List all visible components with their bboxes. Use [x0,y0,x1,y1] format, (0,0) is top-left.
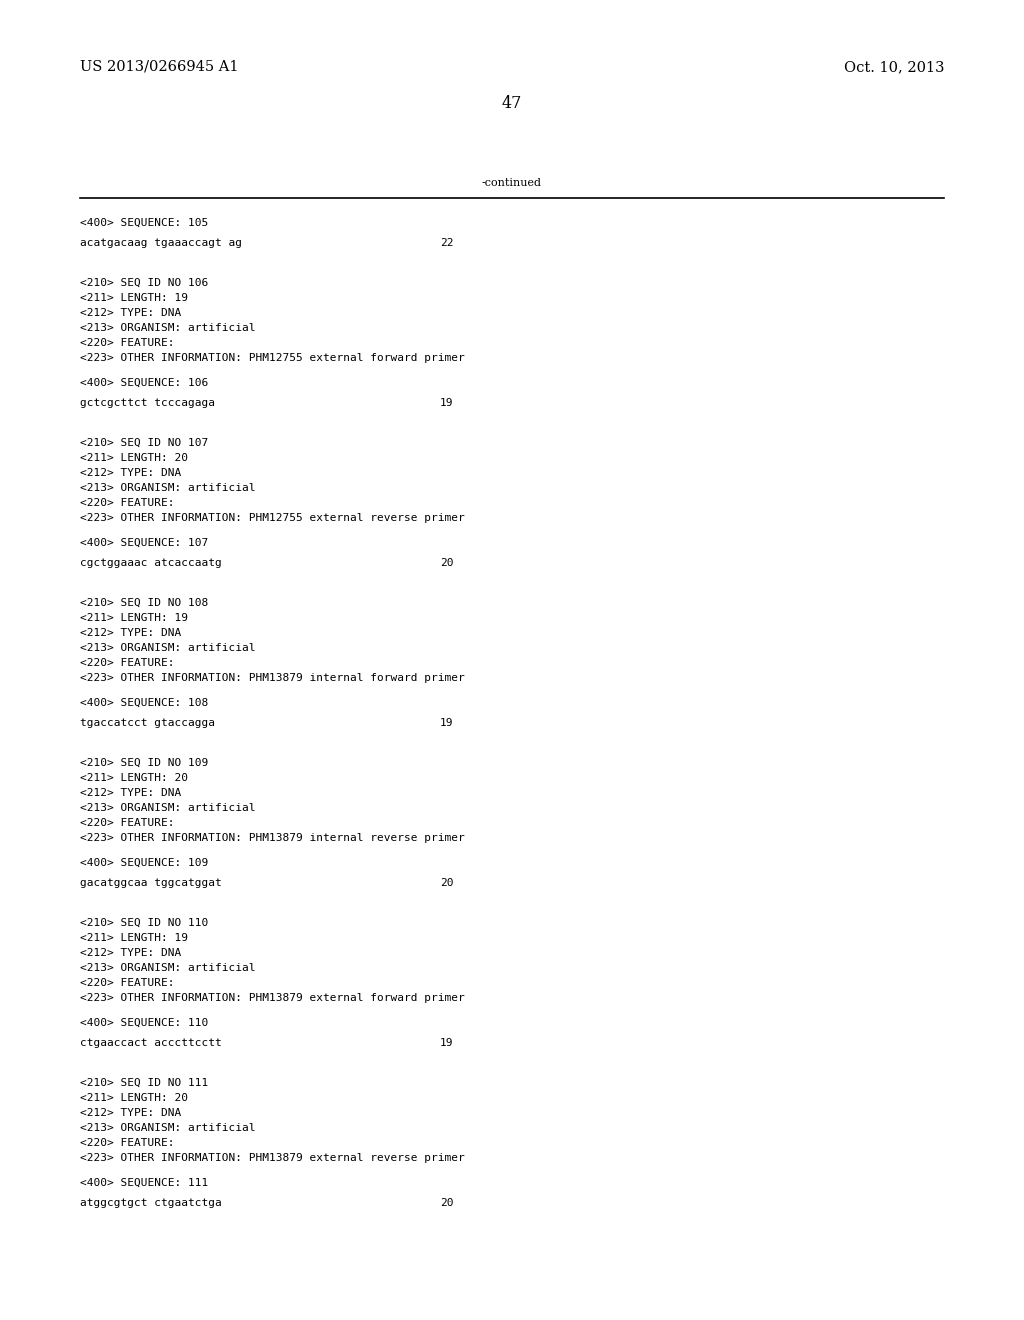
Text: <223> OTHER INFORMATION: PHM12755 external reverse primer: <223> OTHER INFORMATION: PHM12755 extern… [80,513,465,523]
Text: ctgaaccact acccttcctt: ctgaaccact acccttcctt [80,1038,222,1048]
Text: 19: 19 [440,1038,454,1048]
Text: gctcgcttct tcccagaga: gctcgcttct tcccagaga [80,399,215,408]
Text: <220> FEATURE:: <220> FEATURE: [80,818,174,828]
Text: <220> FEATURE:: <220> FEATURE: [80,338,174,348]
Text: <400> SEQUENCE: 105: <400> SEQUENCE: 105 [80,218,208,228]
Text: 47: 47 [502,95,522,112]
Text: atggcgtgct ctgaatctga: atggcgtgct ctgaatctga [80,1199,222,1208]
Text: 22: 22 [440,238,454,248]
Text: <400> SEQUENCE: 110: <400> SEQUENCE: 110 [80,1018,208,1028]
Text: <213> ORGANISM: artificial: <213> ORGANISM: artificial [80,643,256,653]
Text: tgaccatcct gtaccagga: tgaccatcct gtaccagga [80,718,215,729]
Text: <212> TYPE: DNA: <212> TYPE: DNA [80,1107,181,1118]
Text: <210> SEQ ID NO 110: <210> SEQ ID NO 110 [80,917,208,928]
Text: <210> SEQ ID NO 109: <210> SEQ ID NO 109 [80,758,208,768]
Text: <400> SEQUENCE: 109: <400> SEQUENCE: 109 [80,858,208,869]
Text: <210> SEQ ID NO 107: <210> SEQ ID NO 107 [80,438,208,447]
Text: <212> TYPE: DNA: <212> TYPE: DNA [80,469,181,478]
Text: 20: 20 [440,878,454,888]
Text: <211> LENGTH: 19: <211> LENGTH: 19 [80,933,188,942]
Text: <212> TYPE: DNA: <212> TYPE: DNA [80,948,181,958]
Text: <211> LENGTH: 19: <211> LENGTH: 19 [80,293,188,304]
Text: <400> SEQUENCE: 106: <400> SEQUENCE: 106 [80,378,208,388]
Text: <210> SEQ ID NO 108: <210> SEQ ID NO 108 [80,598,208,609]
Text: 20: 20 [440,558,454,568]
Text: <213> ORGANISM: artificial: <213> ORGANISM: artificial [80,1123,256,1133]
Text: <213> ORGANISM: artificial: <213> ORGANISM: artificial [80,803,256,813]
Text: <212> TYPE: DNA: <212> TYPE: DNA [80,628,181,638]
Text: <211> LENGTH: 20: <211> LENGTH: 20 [80,1093,188,1104]
Text: <210> SEQ ID NO 106: <210> SEQ ID NO 106 [80,279,208,288]
Text: <223> OTHER INFORMATION: PHM13879 internal forward primer: <223> OTHER INFORMATION: PHM13879 intern… [80,673,465,682]
Text: <211> LENGTH: 20: <211> LENGTH: 20 [80,774,188,783]
Text: -continued: -continued [482,178,542,187]
Text: <220> FEATURE:: <220> FEATURE: [80,978,174,987]
Text: <223> OTHER INFORMATION: PHM13879 internal reverse primer: <223> OTHER INFORMATION: PHM13879 intern… [80,833,465,843]
Text: <213> ORGANISM: artificial: <213> ORGANISM: artificial [80,483,256,492]
Text: <212> TYPE: DNA: <212> TYPE: DNA [80,308,181,318]
Text: <213> ORGANISM: artificial: <213> ORGANISM: artificial [80,323,256,333]
Text: US 2013/0266945 A1: US 2013/0266945 A1 [80,59,239,74]
Text: <400> SEQUENCE: 111: <400> SEQUENCE: 111 [80,1177,208,1188]
Text: <223> OTHER INFORMATION: PHM12755 external forward primer: <223> OTHER INFORMATION: PHM12755 extern… [80,352,465,363]
Text: <223> OTHER INFORMATION: PHM13879 external forward primer: <223> OTHER INFORMATION: PHM13879 extern… [80,993,465,1003]
Text: Oct. 10, 2013: Oct. 10, 2013 [844,59,944,74]
Text: <400> SEQUENCE: 108: <400> SEQUENCE: 108 [80,698,208,708]
Text: 19: 19 [440,718,454,729]
Text: <220> FEATURE:: <220> FEATURE: [80,1138,174,1148]
Text: cgctggaaac atcaccaatg: cgctggaaac atcaccaatg [80,558,222,568]
Text: <220> FEATURE:: <220> FEATURE: [80,657,174,668]
Text: <211> LENGTH: 20: <211> LENGTH: 20 [80,453,188,463]
Text: <213> ORGANISM: artificial: <213> ORGANISM: artificial [80,964,256,973]
Text: <211> LENGTH: 19: <211> LENGTH: 19 [80,612,188,623]
Text: gacatggcaa tggcatggat: gacatggcaa tggcatggat [80,878,222,888]
Text: 20: 20 [440,1199,454,1208]
Text: <212> TYPE: DNA: <212> TYPE: DNA [80,788,181,799]
Text: <220> FEATURE:: <220> FEATURE: [80,498,174,508]
Text: 19: 19 [440,399,454,408]
Text: <210> SEQ ID NO 111: <210> SEQ ID NO 111 [80,1078,208,1088]
Text: acatgacaag tgaaaccagt ag: acatgacaag tgaaaccagt ag [80,238,242,248]
Text: <400> SEQUENCE: 107: <400> SEQUENCE: 107 [80,539,208,548]
Text: <223> OTHER INFORMATION: PHM13879 external reverse primer: <223> OTHER INFORMATION: PHM13879 extern… [80,1152,465,1163]
